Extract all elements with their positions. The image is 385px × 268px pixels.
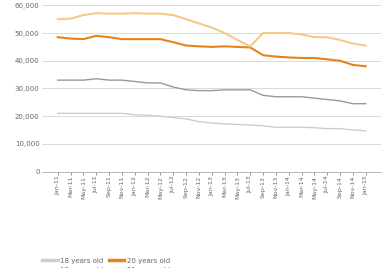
Legend: 18 years old, 19 years old, 20 years old, 21 years old: 18 years old, 19 years old, 20 years old… [42,258,171,268]
